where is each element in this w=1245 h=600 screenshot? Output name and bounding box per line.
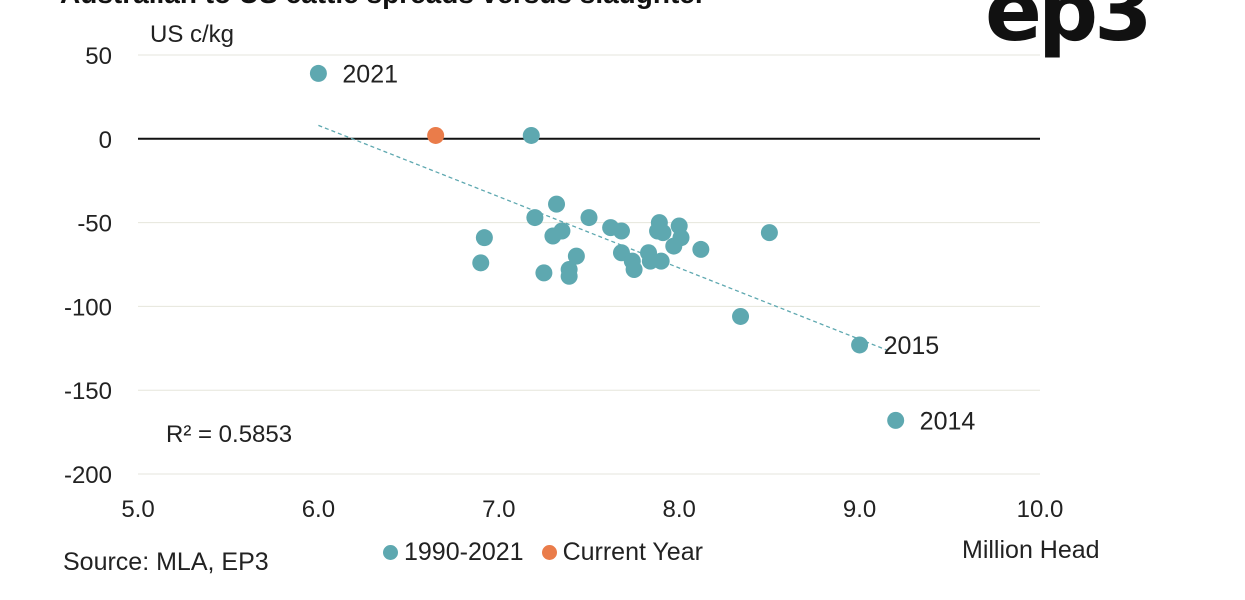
data-point <box>760 224 778 242</box>
x-tick-label: 8.0 <box>663 496 696 523</box>
y-tick-label: 50 <box>85 43 112 70</box>
data-point-label: 2014 <box>920 407 976 435</box>
data-point <box>560 267 578 285</box>
data-point <box>652 252 670 270</box>
data-point <box>692 240 710 258</box>
y-tick-label: 0 <box>99 127 112 154</box>
legend-current-marker <box>541 545 557 560</box>
data-point <box>522 126 540 144</box>
ep3-logo: ep3 <box>985 0 1153 60</box>
data-point <box>535 264 553 282</box>
legend-current-label: Current Year <box>562 538 703 566</box>
x-tick-label: 7.0 <box>482 496 515 523</box>
data-point <box>732 307 750 325</box>
source-note: Source: MLA, EP3 <box>63 548 269 576</box>
r-squared-annotation: R² = 0.5853 <box>166 421 293 448</box>
data-point <box>472 254 490 272</box>
x-tick-label: 5.0 <box>121 496 154 523</box>
data-point <box>654 224 672 242</box>
data-point <box>526 209 544 227</box>
data-point <box>309 64 327 82</box>
x-tick-label: 10.0 <box>1017 496 1064 523</box>
data-point <box>612 222 630 240</box>
y-axis-unit-label: US c/kg <box>150 21 235 48</box>
x-tick-label: 6.0 <box>302 496 335 523</box>
data-point <box>544 227 562 245</box>
y-tick-label: -100 <box>64 294 112 321</box>
y-tick-label: -50 <box>77 211 112 238</box>
current-year-point <box>427 126 445 144</box>
data-point <box>625 261 643 279</box>
data-point <box>580 209 598 227</box>
data-point <box>672 229 690 247</box>
data-point <box>887 411 905 429</box>
y-tick-label: -200 <box>64 462 112 489</box>
data-point-label: 2021 <box>342 60 398 88</box>
legend: 1990-2021 Current Year <box>383 538 703 567</box>
legend-series-label: 1990-2021 <box>404 538 524 566</box>
chart-title: Australian to US cattle spreads versus s… <box>60 0 706 10</box>
data-point <box>548 195 566 213</box>
x-axis-unit-label: Million Head <box>962 536 1100 564</box>
data-point <box>475 229 493 247</box>
data-point-label: 2015 <box>884 332 940 360</box>
legend-item-current: Current Year <box>541 538 703 567</box>
data-point <box>567 247 585 265</box>
legend-series-marker <box>383 545 398 560</box>
x-tick-label: 9.0 <box>843 496 876 523</box>
y-tick-label: -150 <box>64 378 112 405</box>
trend-line <box>318 124 887 351</box>
data-point <box>851 336 869 354</box>
legend-item-series: 1990-2021 <box>383 538 524 567</box>
